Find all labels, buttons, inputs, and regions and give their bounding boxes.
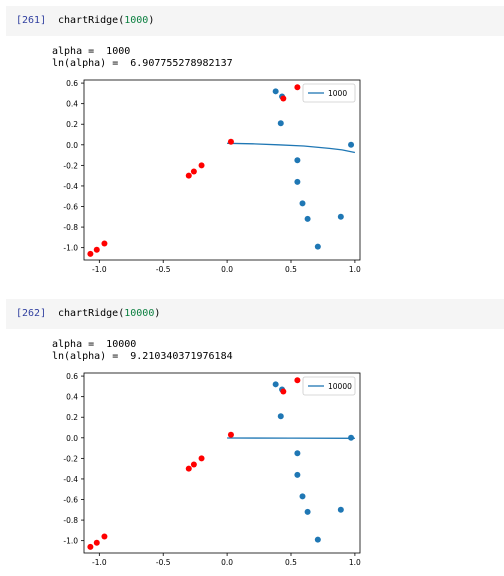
blue-data-point bbox=[294, 450, 301, 457]
code-close-paren: ) bbox=[154, 308, 161, 319]
axes-frame bbox=[83, 79, 361, 261]
blue-data-point bbox=[314, 243, 321, 250]
red-data-point bbox=[185, 172, 192, 179]
red-data-point bbox=[101, 533, 108, 540]
blue-data-point bbox=[294, 471, 301, 478]
blue-data-point bbox=[294, 178, 301, 185]
y-tick-label: -0.2 bbox=[63, 161, 78, 170]
legend-label: 1000 bbox=[328, 89, 347, 98]
legend-label: 10000 bbox=[328, 382, 352, 391]
ridge-chart-1: 0.6 0.4 0.2 0.0 -0.2 -0.4 -0.6 -0.8 -1.0 -1.0 -0.5… bbox=[63, 79, 361, 274]
y-tick-label: -0.8 bbox=[63, 223, 78, 232]
ridge-chart-2: 0.6 0.4 0.2 0.0 -0.2 -0.4 -0.6 -0.8 -1.0 -1.0 -0.5… bbox=[63, 372, 361, 567]
blue-data-point bbox=[348, 434, 355, 441]
red-data-point bbox=[185, 465, 192, 472]
y-tick-label: -0.8 bbox=[63, 516, 78, 525]
y-tick-label: -0.2 bbox=[63, 454, 78, 463]
red-data-point bbox=[227, 431, 234, 438]
x-tick-label: 1.0 bbox=[349, 558, 361, 567]
code-argument: 10000 bbox=[124, 308, 155, 319]
red-data-point bbox=[227, 138, 234, 145]
red-data-point bbox=[190, 168, 197, 175]
x-tick-label: 0.0 bbox=[221, 265, 233, 274]
blue-data-point bbox=[348, 141, 355, 148]
blue-data-point bbox=[337, 213, 344, 220]
code-function: chartRidge( bbox=[58, 308, 125, 319]
ridge-fit-line bbox=[227, 142, 356, 154]
y-tick-label: -0.4 bbox=[63, 182, 78, 191]
blue-data-point bbox=[299, 493, 306, 500]
x-tick-label: 0.5 bbox=[285, 558, 297, 567]
red-data-point bbox=[280, 388, 287, 395]
red-data-point bbox=[93, 539, 100, 546]
code-close-paren: ) bbox=[148, 15, 155, 26]
output-ln-line: ln(alpha) = 6.907755278982137 bbox=[52, 58, 233, 69]
red-data-point bbox=[280, 95, 287, 102]
code-argument: 1000 bbox=[124, 15, 149, 26]
blue-data-point bbox=[299, 200, 306, 207]
y-tick-label: -0.6 bbox=[63, 203, 78, 212]
y-tick-label: 0.6 bbox=[66, 79, 78, 88]
code-line[interactable]: chartRidge(10000) bbox=[58, 308, 160, 319]
x-tick-label: -0.5 bbox=[156, 265, 171, 274]
y-tick-label: -0.6 bbox=[63, 496, 78, 505]
code-cell-input-2[interactable]: [262] chartRidge(10000) bbox=[6, 299, 504, 329]
blue-data-point bbox=[304, 508, 311, 515]
x-tick-label: -1.0 bbox=[92, 558, 107, 567]
x-tick-label: 0.5 bbox=[285, 265, 297, 274]
y-tick-label: 0.2 bbox=[66, 120, 78, 129]
x-tick-label: 0.0 bbox=[221, 558, 233, 567]
x-tick-label: 1.0 bbox=[349, 265, 361, 274]
code-line[interactable]: chartRidge(1000) bbox=[58, 15, 154, 26]
blue-data-point bbox=[294, 157, 301, 164]
blue-data-point bbox=[304, 215, 311, 222]
y-tick-label: 0.4 bbox=[66, 393, 78, 402]
y-tick-label: 0.0 bbox=[66, 434, 78, 443]
y-tick-label: -0.4 bbox=[63, 475, 78, 484]
blue-data-point bbox=[277, 413, 284, 420]
red-data-point bbox=[294, 84, 301, 91]
x-tick-label: -1.0 bbox=[92, 265, 107, 274]
red-data-point bbox=[198, 162, 205, 169]
y-tick-label: 0.4 bbox=[66, 100, 78, 109]
y-tick-label: 0.6 bbox=[66, 372, 78, 381]
output-ln-line: ln(alpha) = 9.210340371976184 bbox=[52, 351, 233, 362]
output-alpha-line: alpha = 10000 bbox=[52, 339, 137, 350]
execution-prompt: [262] bbox=[16, 308, 47, 319]
output-alpha-line: alpha = 1000 bbox=[52, 46, 131, 57]
blue-data-point bbox=[272, 88, 279, 95]
legend-box bbox=[302, 83, 356, 103]
blue-data-point bbox=[314, 536, 321, 543]
code-function: chartRidge( bbox=[58, 15, 125, 26]
axes-frame bbox=[83, 372, 361, 554]
red-data-point bbox=[101, 240, 108, 247]
red-data-point bbox=[190, 461, 197, 468]
y-tick-label: 0.0 bbox=[66, 141, 78, 150]
x-tick-label: -0.5 bbox=[156, 558, 171, 567]
y-tick-label: 0.2 bbox=[66, 413, 78, 422]
y-tick-label: -1.0 bbox=[63, 244, 78, 253]
red-data-point bbox=[87, 250, 94, 257]
blue-data-point bbox=[277, 120, 284, 127]
blue-data-point bbox=[337, 506, 344, 513]
y-tick-label: -1.0 bbox=[63, 537, 78, 546]
execution-prompt: [261] bbox=[16, 15, 47, 26]
blue-data-point bbox=[272, 381, 279, 388]
red-data-point bbox=[198, 455, 205, 462]
red-data-point bbox=[87, 543, 94, 550]
legend-box bbox=[302, 376, 356, 396]
red-data-point bbox=[294, 377, 301, 384]
red-data-point bbox=[93, 246, 100, 253]
code-cell-input-1[interactable]: [261] chartRidge(1000) bbox=[6, 6, 504, 36]
